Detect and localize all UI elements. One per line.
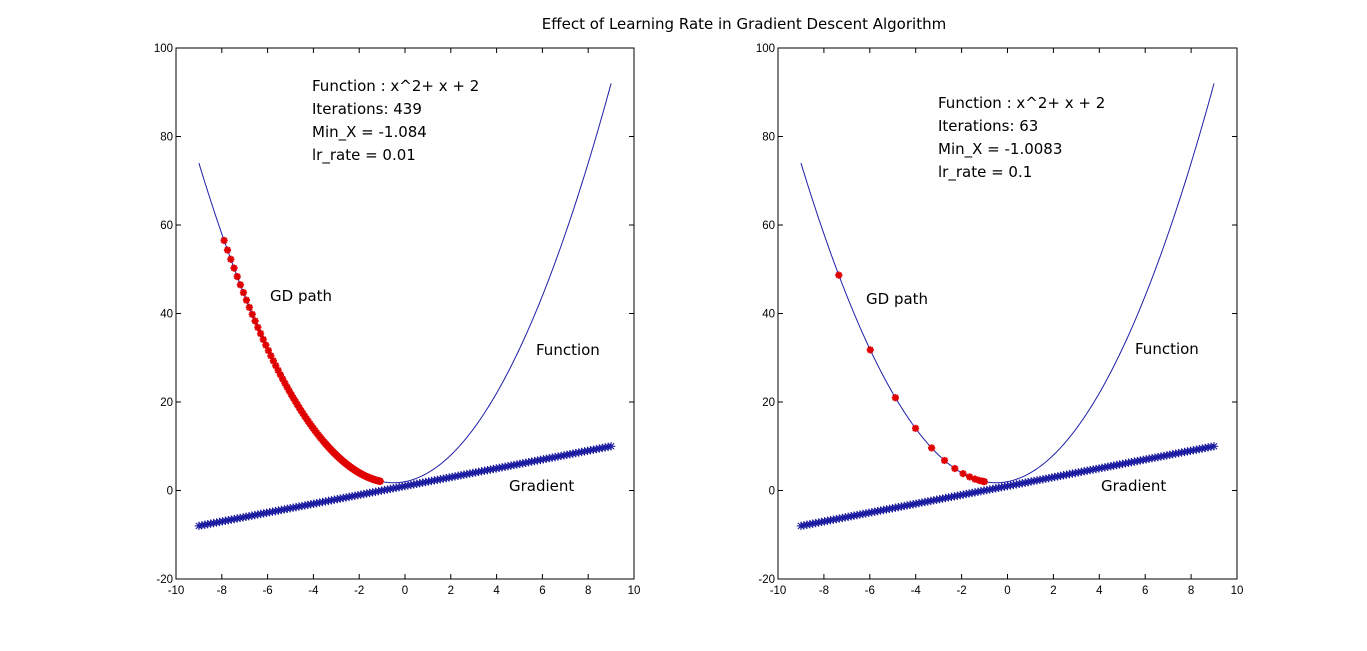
gd-path-point [959,470,967,478]
gd-path-point [835,271,843,279]
y-tick-label: 20 [762,397,775,409]
gd-path-series [220,236,384,485]
x-tick-label: 4 [493,585,500,597]
x-tick-label: -8 [217,585,227,597]
x-tick-label: 4 [1096,585,1103,597]
x-tick-label: -6 [865,585,875,597]
x-tick-label: -6 [262,585,272,597]
y-tick-label: 0 [769,486,775,498]
info-lr-rate: lr_rate = 0.01 [312,146,416,165]
y-tick-label: -20 [156,574,173,586]
gd-path-point [251,317,259,325]
axes-right-ticks [777,47,1238,580]
axes-right-annotations: Function : x^2+ x + 2 Iterations: 63 Min… [866,94,1199,495]
gd-path-point [928,444,936,452]
x-tick-label: 2 [448,585,454,597]
gradient-point [1209,442,1219,451]
gd-path-point [940,456,949,465]
gd-path-point [230,264,238,272]
y-tick-label: 60 [762,220,775,232]
axes-left-plot [194,83,616,531]
y-tick-label: 20 [160,397,173,409]
axes-left-ticks [175,47,635,580]
gd-path-point [256,329,265,338]
x-tick-label: -4 [308,585,319,597]
info-iterations: Iterations: 439 [312,100,422,118]
x-tick-label: 10 [1231,585,1244,597]
gd-path-point [239,289,248,297]
info-function: Function : x^2+ x + 2 [312,77,479,95]
info-min-x: Min_X = -1.0083 [938,140,1062,159]
x-tick-label: 6 [1142,585,1148,597]
gd-path-point [276,371,285,379]
gradient-point [606,442,616,451]
x-tick-label: -10 [168,585,185,597]
x-tick-label: 0 [402,585,408,597]
y-tick-label: 60 [160,220,173,232]
axes-left-annotations: Function : x^2+ x + 2 Iterations: 439 Mi… [270,77,600,495]
gd-path-point [951,464,959,473]
x-tick-label: 8 [1188,585,1194,597]
gd-path-point [279,375,287,383]
gradient-label: Gradient [1101,477,1166,495]
x-tick-label: 8 [585,585,591,597]
y-tick-label: 40 [160,309,173,321]
gd-path-point [376,477,384,485]
gd-path-label: GD path [270,287,332,305]
gd-path-label: GD path [866,290,928,308]
gd-path-point [911,424,920,432]
gradient-label: Gradient [509,477,574,495]
y-tick-label: 100 [154,43,173,55]
gd-path-point [242,296,251,304]
gd-path-point [267,352,275,360]
gd-path-point [233,273,241,281]
gd-path-point [248,310,256,318]
gradient-series [194,442,616,531]
gd-path-point [891,394,900,402]
gd-path-point [262,341,270,349]
x-tick-label: -2 [956,585,966,597]
y-tick-label: 40 [762,309,775,321]
gradient-point [1100,463,1110,472]
function-label: Function [536,341,600,359]
gradient-series [796,442,1219,531]
y-tick-label: 100 [756,43,775,55]
gradient-point [935,494,944,504]
info-function: Function : x^2+ x + 2 [938,94,1105,112]
gd-path-point [223,246,232,254]
gd-path-point [254,323,262,331]
figure-title: Effect of Learning Rate in Gradient Desc… [542,15,946,33]
info-iterations: Iterations: 63 [938,117,1038,135]
x-tick-label: 6 [539,585,545,597]
x-tick-label: 2 [1050,585,1056,597]
x-tick-label: 10 [628,585,641,597]
y-tick-label: 80 [160,132,173,144]
axes-right-plot [796,83,1219,531]
gd-path-point [259,335,267,344]
gd-path-point [236,281,244,289]
info-min-x: Min_X = -1.084 [312,123,427,142]
function-label: Function [1135,340,1199,358]
gd-path-point [220,236,228,245]
x-tick-label: -4 [911,585,922,597]
info-lr-rate: lr_rate = 0.1 [938,163,1032,182]
x-tick-label: -2 [354,585,364,597]
gd-path-point [866,346,874,354]
y-tick-label: 0 [167,486,173,498]
gradient-point [424,477,433,486]
gd-path-point [245,303,253,311]
y-tick-label: -20 [758,574,775,586]
gd-path-series [835,271,988,486]
x-tick-label: 0 [1004,585,1010,597]
gd-path-point [980,478,988,486]
x-tick-label: -10 [770,585,787,597]
gd-path-point [227,255,235,263]
y-tick-label: 80 [762,132,775,144]
x-tick-label: -8 [819,585,829,597]
